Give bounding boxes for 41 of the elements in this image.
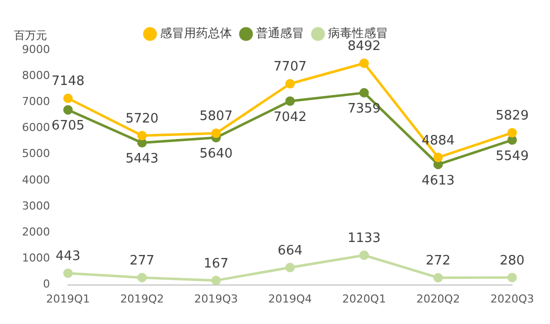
x-tick-label: 2020Q3: [490, 292, 534, 306]
y-tick-label: 7000: [22, 95, 50, 108]
data-label: 5807: [200, 109, 233, 124]
legend-label: 普通感冒: [256, 26, 304, 40]
y-tick-label: 3000: [22, 199, 50, 212]
x-tick-label: 2019Q2: [120, 292, 164, 306]
legend-label: 感冒用药总体: [160, 26, 232, 40]
data-label: 4613: [422, 173, 455, 188]
data-label: 7148: [51, 74, 85, 90]
data-label: 277: [130, 253, 154, 268]
x-tick-label: 2019Q3: [194, 292, 238, 306]
y-tick-label: 8000: [22, 68, 50, 82]
y-tick-label: 9000: [22, 42, 50, 56]
x-tick-label: 2019Q4: [268, 292, 312, 306]
data-label: 1133: [348, 231, 381, 246]
x-tick-label: 2020Q2: [416, 292, 460, 306]
data-label: 6705: [51, 118, 85, 134]
x-tick-label: 2019Q1: [46, 292, 90, 306]
data-label: 8492: [348, 39, 381, 54]
y-tick-label: 0: [42, 278, 50, 291]
y-tick-label: 2000: [22, 225, 50, 238]
data-label: 7359: [348, 102, 381, 117]
data-label: 5443: [125, 152, 159, 167]
data-label: 5829: [496, 108, 529, 124]
legend-label: 病毒性感冒: [328, 26, 388, 40]
y-tick-label: 5000: [22, 147, 50, 160]
x-tick-label: 2020Q1: [342, 292, 386, 306]
y-tick-label: 6000: [22, 121, 50, 134]
data-label: 272: [426, 254, 451, 269]
data-label: 443: [56, 249, 80, 264]
data-label: 5640: [200, 146, 233, 162]
data-label: 7707: [274, 60, 307, 75]
data-label: 7042: [274, 110, 307, 125]
y-tick-label: 4000: [22, 173, 50, 186]
y-tick-label: 1000: [22, 252, 50, 265]
data-label: 5720: [125, 111, 159, 126]
data-label: 5549: [496, 148, 529, 164]
y-axis-title: 百万元: [14, 28, 47, 42]
data-label: 664: [278, 243, 302, 258]
data-label: 280: [500, 253, 525, 268]
data-label: 167: [204, 256, 228, 272]
